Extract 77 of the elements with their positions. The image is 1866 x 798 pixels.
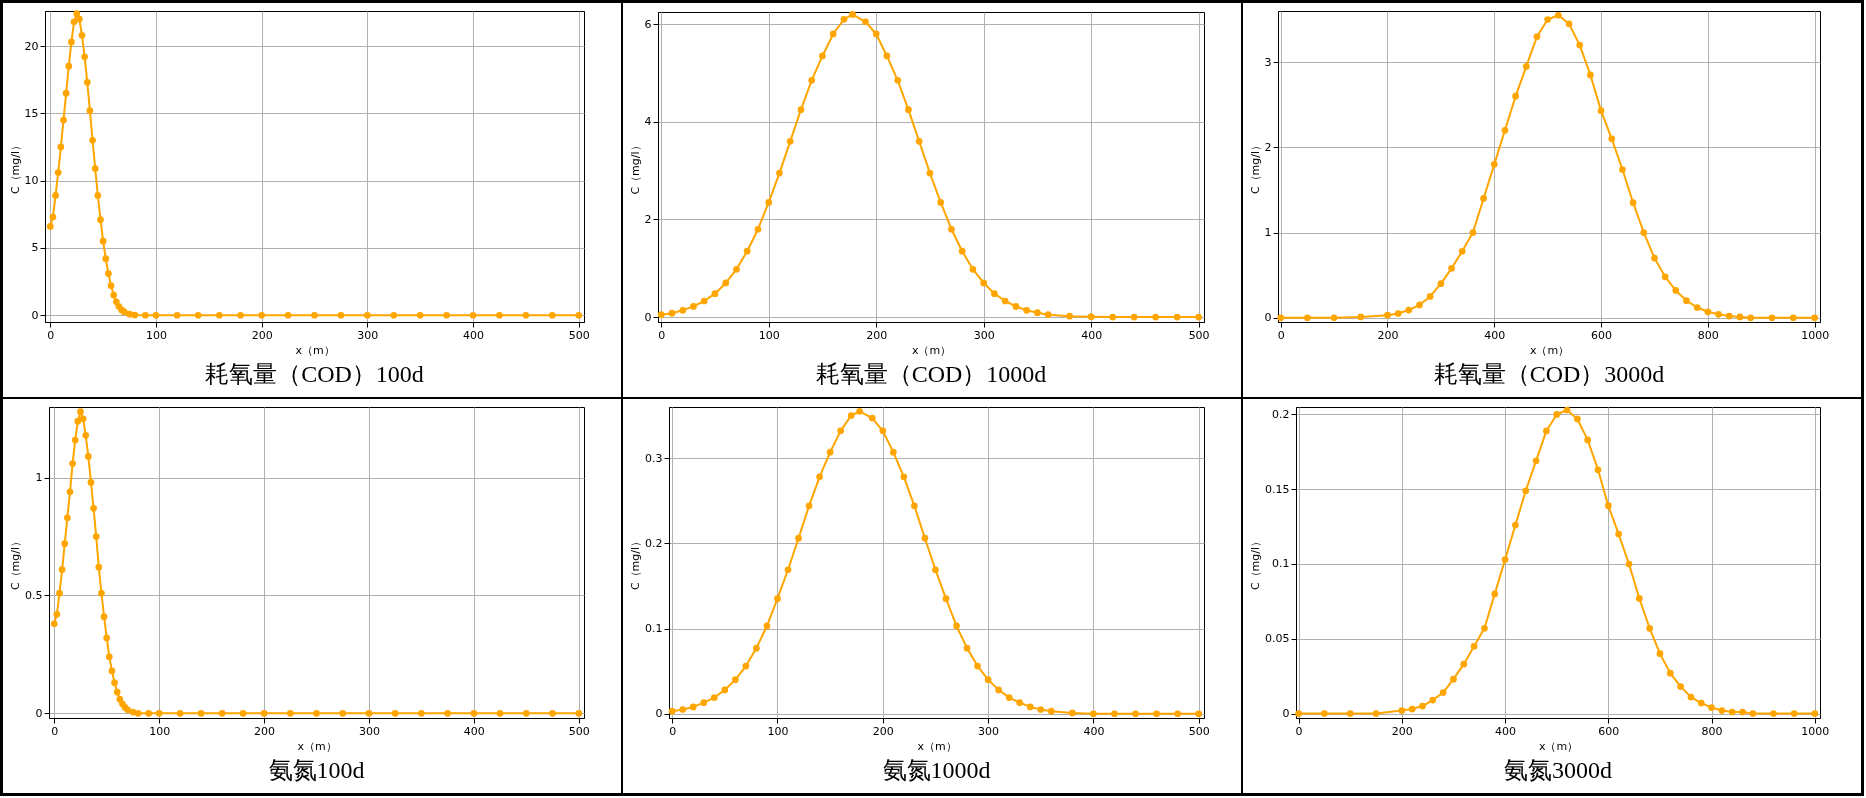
x-tick-label: 400 — [463, 724, 485, 738]
x-tick-label: 500 — [1188, 328, 1210, 342]
y-tick-label: 2 — [644, 212, 652, 226]
x-tick-label: 1000 — [1801, 328, 1830, 342]
x-tick-label: 400 — [1484, 328, 1506, 342]
text: 耗氧量（COD）100d — [205, 361, 424, 387]
x-tick-label: 300 — [357, 328, 379, 342]
x-tick-label: 100 — [758, 328, 780, 342]
x-tick-label: 1000 — [1801, 724, 1830, 738]
x-tick-label: 600 — [1598, 724, 1620, 738]
x-tick-label: 0 — [669, 724, 677, 738]
y-tick-label: 0.5 — [25, 588, 43, 602]
x-tick-label: 100 — [145, 328, 167, 342]
y-tick-label: 1 — [1264, 226, 1272, 240]
x-tick-label: 200 — [1377, 328, 1399, 342]
x-tick-label: 100 — [149, 724, 171, 738]
x-tick-label: 300 — [973, 328, 995, 342]
y-axis-title: C（mg/l） — [629, 535, 643, 591]
x-axis-title: x（m） — [917, 739, 957, 753]
y-tick-label: 15 — [24, 106, 39, 120]
x-tick-label: 400 — [1083, 724, 1105, 738]
x-tick-label: 200 — [254, 724, 276, 738]
text: 耗氧量（COD）3000d — [1433, 361, 1665, 387]
x-tick-label: 500 — [568, 328, 590, 342]
y-axis-title: C（mg/l） — [9, 535, 23, 591]
y-tick-label: 0 — [644, 310, 652, 324]
x-tick-label: 200 — [866, 328, 888, 342]
x-tick-label: 0 — [1295, 724, 1303, 738]
x-tick-label: 500 — [1188, 724, 1210, 738]
x-tick-label: 0 — [51, 724, 59, 738]
y-tick-label: 0 — [1282, 707, 1290, 721]
text: 氨氮1000d — [882, 757, 991, 783]
text: 耗氧量（COD）1000d — [815, 361, 1047, 387]
y-tick-label: 10 — [24, 174, 39, 188]
y-tick-label: 1 — [35, 471, 43, 485]
y-tick-label: 0.05 — [1265, 632, 1290, 646]
y-axis-title: C（mg/l） — [8, 139, 22, 195]
x-tick-label: 800 — [1697, 328, 1719, 342]
y-axis-title: C（mg/l） — [1249, 535, 1263, 591]
x-tick-label: 200 — [251, 328, 273, 342]
x-axis-title: x（m） — [911, 343, 952, 357]
y-tick-label: 2 — [1264, 140, 1272, 154]
text: 氨氮100d — [268, 757, 365, 783]
x-axis-title: x（m） — [1538, 739, 1579, 753]
x-tick-label: 200 — [1391, 724, 1413, 738]
x-tick-label: 400 — [1495, 724, 1517, 738]
x-tick-label: 500 — [568, 724, 590, 738]
y-tick-label: 0.3 — [645, 451, 663, 465]
y-tick-label: 0.2 — [645, 536, 663, 550]
y-tick-label: 0.1 — [1272, 557, 1290, 571]
x-tick-label: 300 — [978, 724, 1000, 738]
y-tick-label: 0.2 — [1272, 407, 1290, 421]
x-tick-label: 300 — [358, 724, 380, 738]
x-axis-title: x（m） — [297, 739, 337, 753]
x-tick-label: 400 — [463, 328, 485, 342]
x-tick-label: 400 — [1081, 328, 1103, 342]
y-tick-label: 20 — [24, 39, 39, 53]
x-axis-title: x（m） — [295, 343, 335, 357]
x-axis-title: x（m） — [1529, 343, 1570, 357]
y-tick-label: 6 — [644, 17, 652, 31]
y-tick-label: 0 — [655, 707, 663, 721]
y-tick-label: 0 — [31, 308, 39, 322]
x-tick-label: 0 — [47, 328, 55, 342]
x-tick-label: 100 — [767, 724, 789, 738]
x-tick-label: 800 — [1701, 724, 1723, 738]
x-tick-label: 200 — [872, 724, 894, 738]
y-tick-label: 0.1 — [645, 622, 663, 636]
y-tick-label: 0 — [1264, 311, 1272, 325]
y-tick-label: 0 — [35, 706, 43, 720]
y-tick-label: 5 — [31, 241, 39, 255]
text: 氨氮3000d — [1504, 757, 1612, 783]
y-tick-label: 0.15 — [1265, 482, 1290, 496]
y-tick-label: 4 — [644, 115, 652, 129]
x-tick-label: 600 — [1591, 328, 1613, 342]
y-tick-label: 3 — [1264, 55, 1272, 69]
y-axis-title: C（mg/l） — [1248, 139, 1262, 195]
y-axis-title: C（mg/l） — [628, 140, 642, 195]
